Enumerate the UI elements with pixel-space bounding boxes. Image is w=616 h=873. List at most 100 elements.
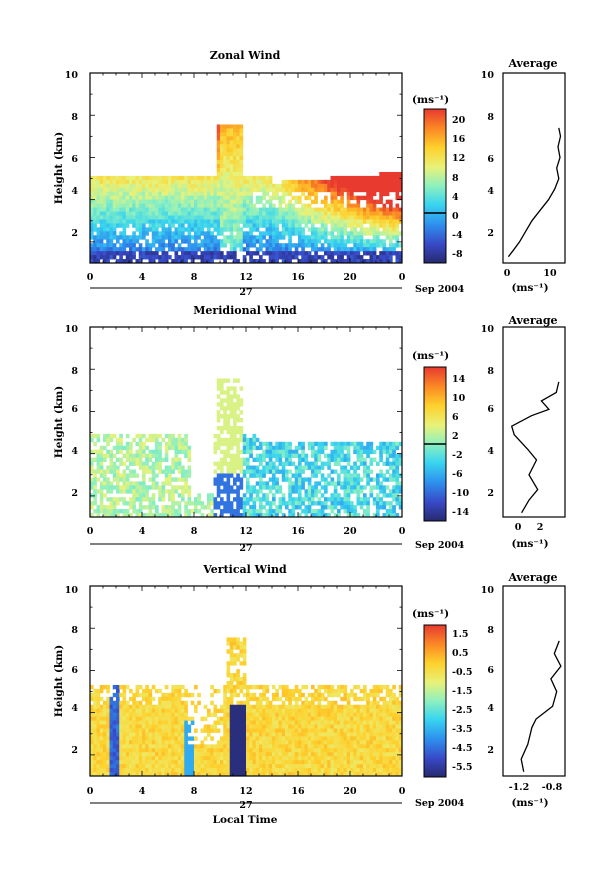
heatmap-cell: [236, 124, 240, 129]
heatmap-cell: [129, 247, 133, 252]
heatmap-cell: [177, 712, 182, 718]
heatmap-cell: [158, 768, 162, 773]
heatmap-cell: [363, 457, 367, 462]
heatmap-cell: [116, 692, 120, 698]
heatmap-cell: [327, 481, 331, 486]
heatmap-cell: [223, 700, 227, 706]
heatmap-cell: [138, 764, 143, 769]
heatmap-cell: [385, 247, 390, 252]
heatmap-cell: [190, 191, 195, 197]
heatmap-cell: [194, 243, 198, 248]
heatmap-cell: [320, 247, 325, 252]
heatmap-cell: [246, 768, 250, 773]
heatmap-cell: [291, 509, 296, 514]
heatmap-cell: [363, 513, 367, 518]
heatmap-cell: [129, 505, 133, 510]
heatmap-cell: [142, 469, 146, 474]
heatmap-cell: [389, 477, 393, 482]
heatmap-cell: [194, 505, 198, 510]
heatmap-cell: [129, 740, 133, 745]
heatmap-cell: [356, 195, 361, 201]
heatmap-cell: [223, 259, 227, 264]
heatmap-cell: [207, 223, 211, 228]
heatmap-cell: [272, 469, 276, 474]
heatmap-cell: [281, 469, 286, 474]
heatmap-cell: [197, 227, 201, 232]
heatmap-cell: [333, 493, 338, 498]
heatmap-cell: [213, 175, 218, 181]
heatmap-cell: [103, 704, 107, 710]
heatmap-cell: [119, 700, 123, 706]
heatmap-cell: [151, 752, 156, 757]
heatmap-cell: [145, 445, 149, 451]
heatmap-cell: [246, 692, 250, 698]
heatmap-cell: [216, 382, 221, 387]
heatmap-cell: [262, 187, 266, 193]
heatmap-cell: [236, 132, 240, 137]
zonal-profile-title: Average: [507, 57, 557, 70]
heatmap-cell: [252, 445, 257, 451]
heatmap-cell: [229, 152, 234, 157]
heatmap-cell: [236, 736, 240, 741]
heatmap-cell: [291, 211, 296, 216]
heatmap-cell: [197, 207, 201, 212]
heatmap-cell: [304, 223, 309, 228]
heatmap-cell: [220, 708, 224, 714]
heatmap-cell: [197, 191, 201, 197]
heatmap-cell: [145, 744, 149, 749]
heatmap-cell: [307, 485, 312, 490]
heatmap-cell: [236, 243, 240, 248]
heatmap-cell: [116, 696, 120, 702]
heatmap-cell: [116, 469, 120, 474]
heatmap-cell: [161, 199, 166, 205]
heatmap-cell: [161, 724, 166, 729]
heatmap-cell: [353, 465, 357, 470]
heatmap-cell: [376, 481, 380, 486]
heatmap-cell: [213, 728, 218, 733]
zonal-profile-ytick-2: 2: [487, 228, 494, 239]
heatmap-cell: [119, 441, 123, 447]
heatmap-cell: [103, 513, 107, 518]
heatmap-cell: [177, 211, 182, 216]
heatmap-cell: [119, 195, 123, 201]
heatmap-cell: [226, 418, 231, 423]
heatmap-cell: [229, 768, 234, 773]
heatmap-cell: [239, 469, 244, 474]
heatmap-cell: [359, 235, 364, 240]
heatmap-cell: [187, 211, 192, 216]
heatmap-cell: [138, 740, 143, 745]
heatmap-cell: [346, 481, 351, 486]
heatmap-cell: [184, 449, 188, 455]
heatmap-cell: [177, 756, 182, 761]
heatmap-cell: [259, 195, 263, 201]
heatmap-cell: [151, 728, 156, 733]
heatmap-cell: [122, 684, 127, 690]
heatmap-cell: [106, 728, 110, 733]
heatmap-cell: [197, 748, 201, 753]
heatmap-cell: [96, 255, 101, 260]
heatmap-cell: [116, 485, 120, 490]
heatmap-cell: [311, 493, 315, 498]
heatmap-cell: [333, 489, 338, 494]
heatmap-cell: [148, 708, 153, 714]
heatmap-cell: [116, 684, 120, 690]
heatmap-cell: [304, 239, 309, 244]
heatmap-cell: [216, 473, 221, 478]
heatmap-cell: [174, 465, 179, 470]
heatmap-cell: [216, 493, 221, 498]
heatmap-cell: [281, 752, 286, 757]
heatmap-cell: [194, 760, 198, 765]
heatmap-cell: [155, 724, 159, 729]
heatmap-cell: [249, 732, 253, 737]
heatmap-cell: [203, 505, 208, 510]
heatmap-cell: [330, 175, 335, 181]
heatmap-cell: [311, 465, 315, 470]
heatmap-cell: [379, 449, 383, 455]
heatmap-cell: [109, 752, 114, 757]
heatmap-cell: [233, 469, 237, 474]
heatmap-cell: [285, 744, 289, 749]
heatmap-cell: [298, 219, 302, 224]
heatmap-cell: [174, 211, 179, 216]
heatmap-cell: [148, 728, 153, 733]
zonal-xtick-20: 20: [343, 272, 357, 283]
